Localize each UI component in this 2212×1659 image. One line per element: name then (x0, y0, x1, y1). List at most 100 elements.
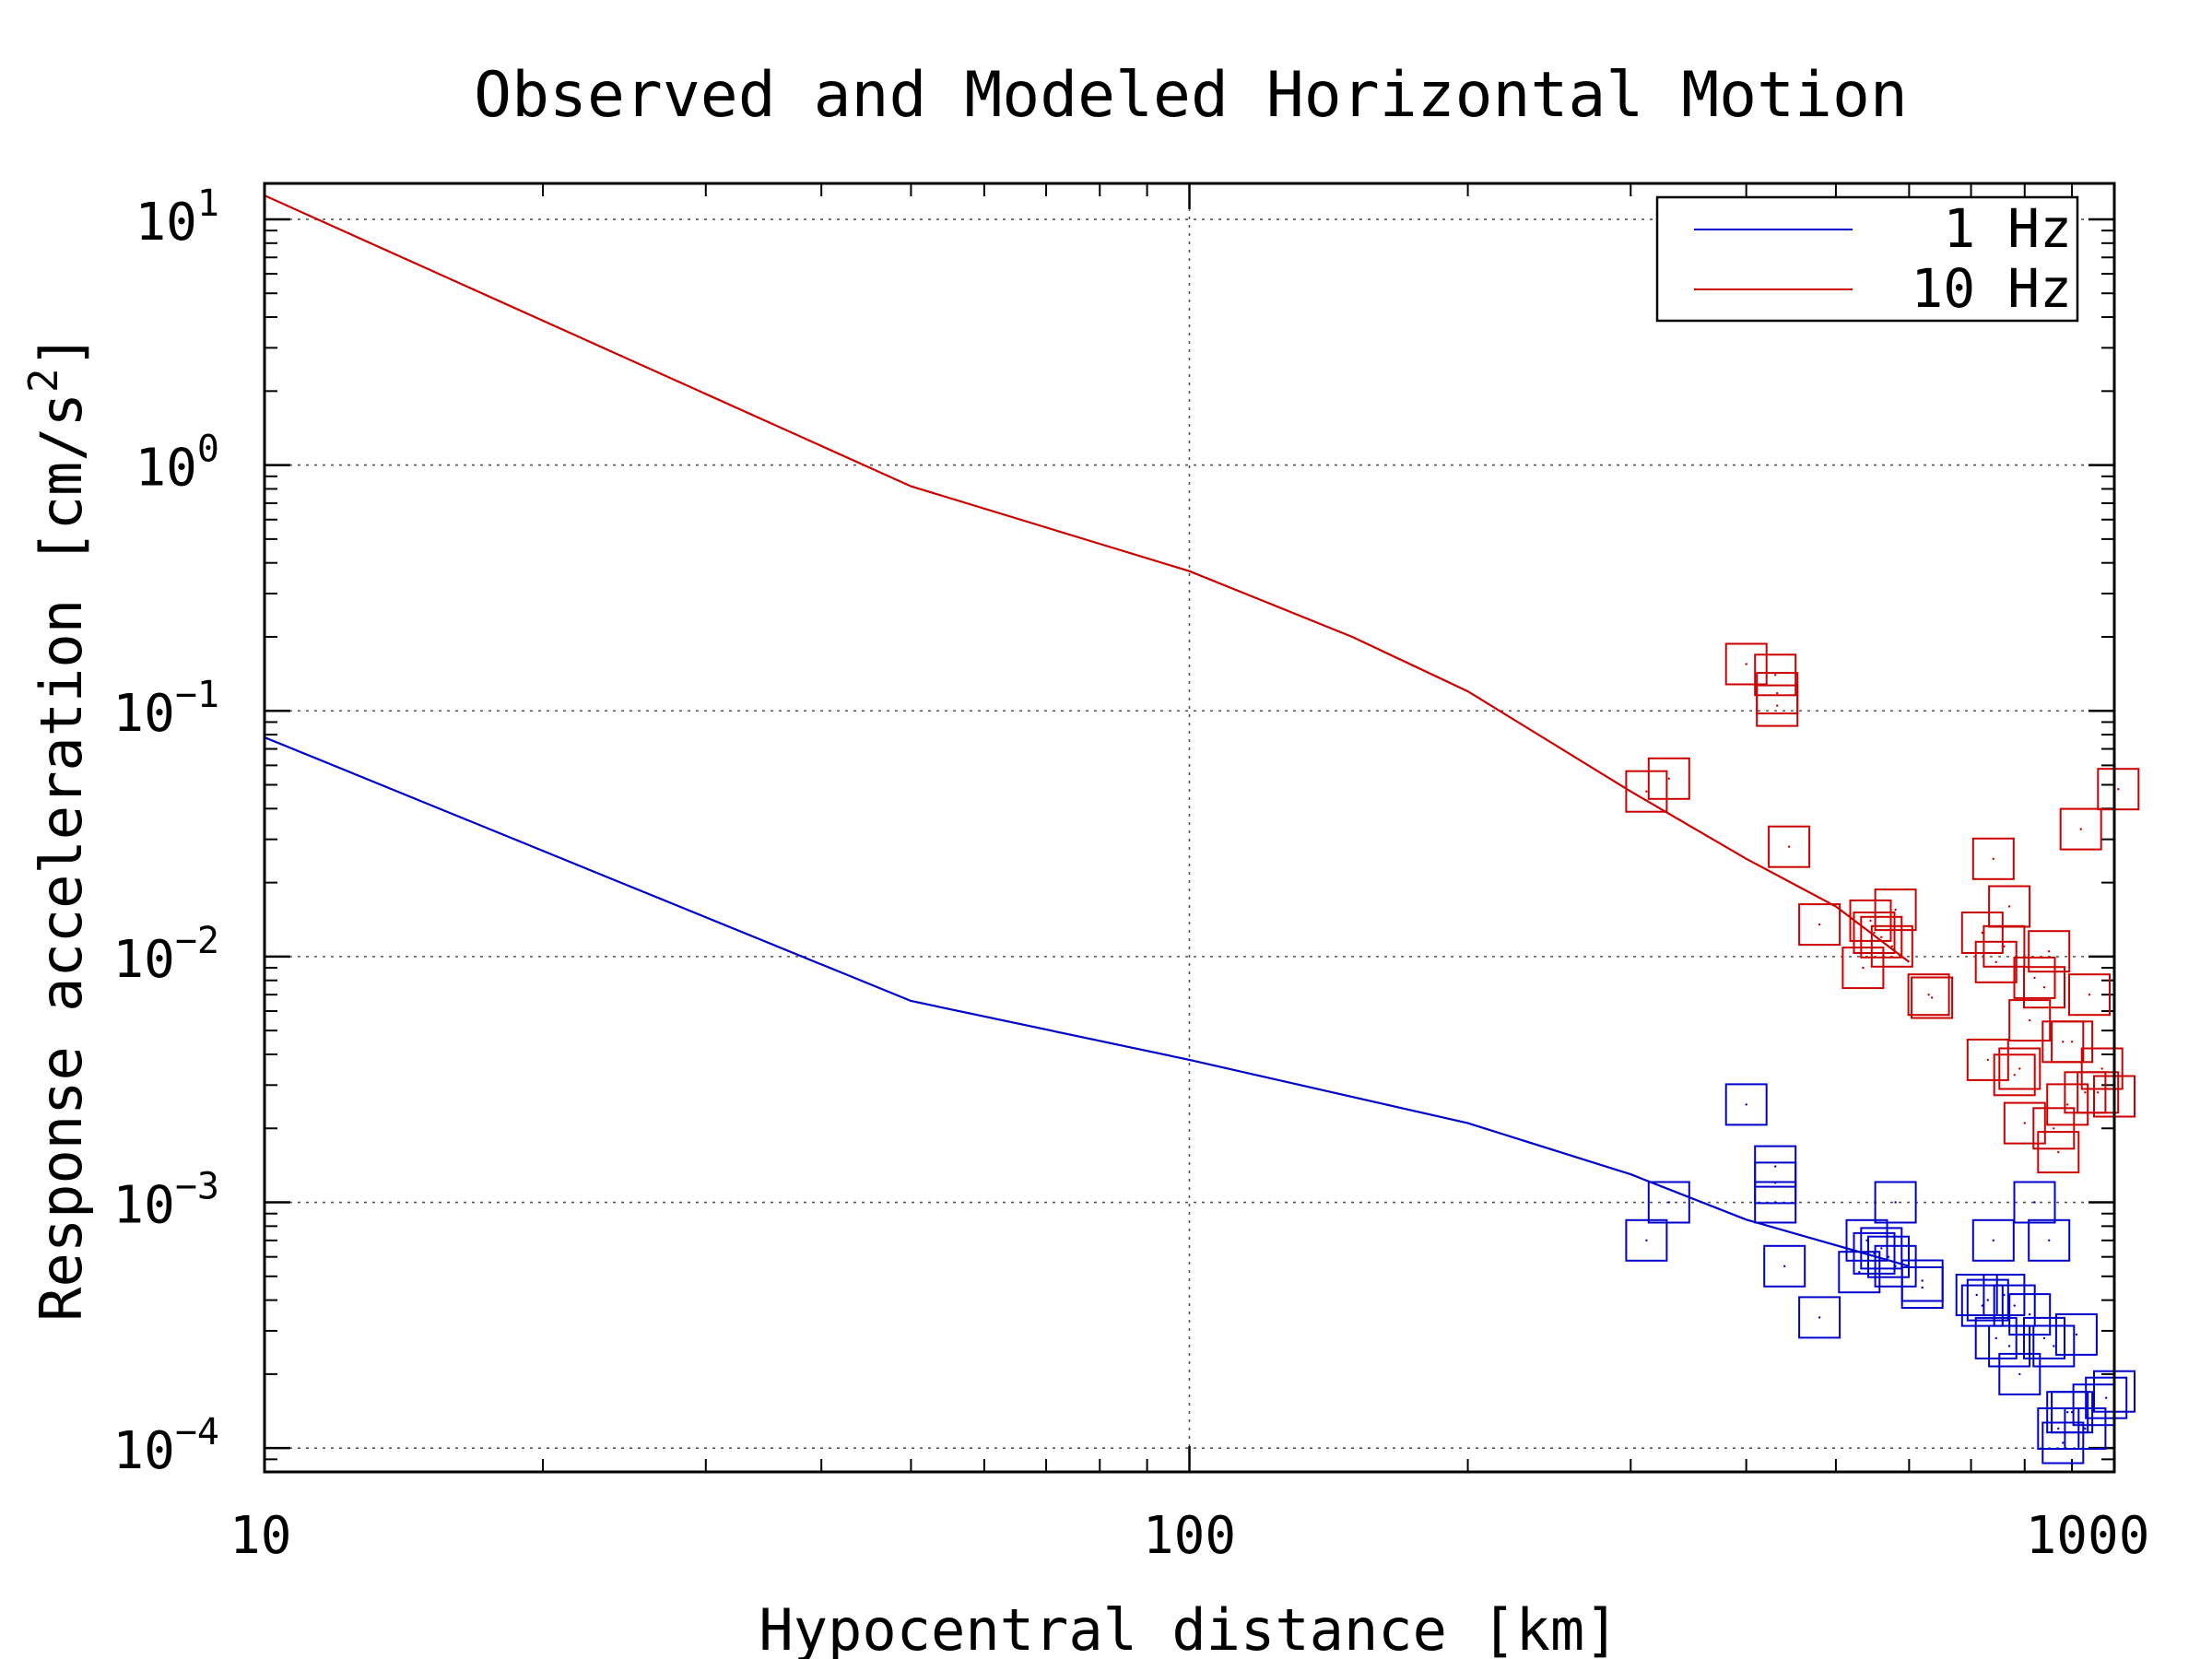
grid (265, 183, 2114, 1472)
observed-center-1hz (1645, 1239, 1648, 1242)
y-tick-label-exponent: −1 (175, 674, 219, 716)
observed-marker-10hz (1625, 770, 1668, 813)
observed-center-1hz (1783, 1265, 1786, 1268)
observed-marker-1hz (1960, 1284, 2004, 1327)
observed-marker-1hz (1625, 1218, 1668, 1262)
observed-marker-1hz (1754, 1181, 1797, 1224)
observed-marker-10hz (1724, 642, 1768, 686)
observed-center-10hz (1994, 960, 1997, 964)
y-tick-label-base: 10 (112, 930, 174, 990)
observed-center-1hz (2033, 1201, 2036, 1204)
observed-marker-10hz (1860, 915, 1903, 959)
observed-marker-10hz (2080, 1047, 2124, 1090)
y-tick-label: 100 (135, 429, 219, 499)
observed-center-1hz (2042, 1336, 2046, 1340)
observed-marker-10hz (2032, 1107, 2076, 1150)
observed-center-10hz (1869, 919, 1872, 923)
y-tick-label-base: 10 (112, 1421, 174, 1481)
observed-center-10hz (2018, 1067, 2021, 1070)
observed-center-10hz (1645, 790, 1648, 793)
observed-center-10hz (2033, 976, 2036, 980)
y-axis-label: Response acceleration [cm/s2] (20, 334, 95, 1322)
y-tick-label-exponent: 1 (197, 182, 219, 225)
y-tick-label: 10−4 (112, 1411, 219, 1481)
x-axis-label: Hypocentral distance [km] (759, 1596, 1618, 1659)
observed-center-1hz (1894, 1265, 1897, 1268)
observed-center-10hz (2088, 994, 2091, 996)
y-axis-label-close: ] (28, 334, 95, 368)
observed-center-10hz (2079, 828, 2082, 830)
observed-center-10hz (1776, 704, 1779, 707)
observed-marker-1hz (2013, 1181, 2056, 1224)
observed-center-10hz (2053, 1127, 2055, 1130)
observed-center-1hz (2084, 1427, 2087, 1430)
observed-marker-1hz (1845, 1218, 1888, 1262)
observed-center-10hz (2048, 950, 2051, 953)
observed-marker-10hz (1907, 973, 1950, 1017)
observed-center-1hz (2105, 1396, 2108, 1399)
observed-center-10hz (2013, 1074, 2016, 1077)
model-lines (265, 194, 1911, 1267)
observed-marker-1hz (2032, 1324, 2076, 1368)
observed-center-10hz (2029, 1018, 2031, 1022)
observed-marker-1hz (1974, 1316, 2018, 1359)
model-line-10hz (265, 194, 1911, 963)
x-tick-label: 10 (229, 1506, 291, 1566)
observed-marker-10hz (2037, 1131, 2080, 1174)
observed-center-10hz (1992, 857, 1994, 860)
observed-center-10hz (2062, 1041, 2065, 1043)
observed-center-1hz (1880, 1247, 1883, 1250)
plot-frame (263, 182, 2116, 1474)
observed-center-1hz (1858, 1271, 1861, 1274)
observed-marker-10hz (1911, 976, 1954, 1019)
observed-marker-10hz (1841, 947, 1885, 990)
observed-marker-10hz (2003, 1101, 2046, 1145)
legend: 1 Hz 10 Hz (1655, 195, 2079, 323)
observed-marker-10hz (2013, 956, 2056, 999)
observed-marker-1hz (2008, 1293, 2052, 1336)
observed-center-10hz (1745, 663, 1747, 665)
observed-marker-10hz (2046, 1083, 2089, 1126)
observed-center-10hz (1774, 674, 1777, 677)
y-tick-label-exponent: −2 (175, 920, 219, 962)
observed-center-1hz (2048, 1239, 2051, 1242)
y-tick-label-exponent: −3 (175, 1166, 219, 1208)
observed-marker-10hz (2023, 966, 2065, 1009)
observed-center-1hz (1921, 1286, 1924, 1289)
observed-marker-1hz (1900, 1266, 1944, 1309)
y-tick-label-base: 10 (112, 684, 174, 744)
legend-box (1655, 195, 2079, 323)
observed-marker-1hz (2041, 1421, 2085, 1465)
observed-marker-1hz (1874, 1244, 1917, 1288)
observed-marker-10hz (1853, 912, 1896, 954)
observed-center-10hz (2084, 1091, 2087, 1094)
y-tick-label-base: 10 (135, 193, 196, 253)
observed-center-10hz (2070, 1041, 2074, 1043)
model-line-1hz (265, 735, 1910, 1267)
observed-marker-1hz (1763, 1244, 1806, 1288)
observed-marker-10hz (1971, 837, 2015, 880)
observed-center-1hz (2066, 1411, 2069, 1414)
observed-center-1hz (1774, 1201, 1777, 1204)
observed-marker-1hz (1647, 1181, 1690, 1224)
observed-marker-10hz (1966, 1038, 2009, 1081)
y-tick-label-base: 10 (112, 1176, 174, 1236)
observed-center-10hz (1862, 966, 1865, 970)
observed-center-1hz (2003, 1293, 2006, 1297)
observed-center-1hz (2029, 1312, 2031, 1316)
observed-marker-1hz (2028, 1218, 2071, 1262)
observed-center-1hz (1992, 1239, 1994, 1242)
observed-markers (1625, 642, 2140, 1465)
x-tick-label: 1000 (2026, 1506, 2150, 1566)
observed-marker-1hz (1867, 1235, 1910, 1278)
y-axis-label-exponent: 2 (20, 368, 67, 393)
y-tick-label: 10−2 (112, 920, 219, 990)
observed-center-10hz (2007, 905, 2011, 908)
observed-marker-10hz (1768, 825, 1811, 868)
observed-center-10hz (1873, 931, 1876, 935)
y-tick-label: 10−3 (112, 1166, 219, 1236)
observed-center-10hz (1776, 691, 1779, 695)
observed-center-1hz (1975, 1293, 1978, 1297)
observed-center-10hz (1890, 945, 1893, 948)
